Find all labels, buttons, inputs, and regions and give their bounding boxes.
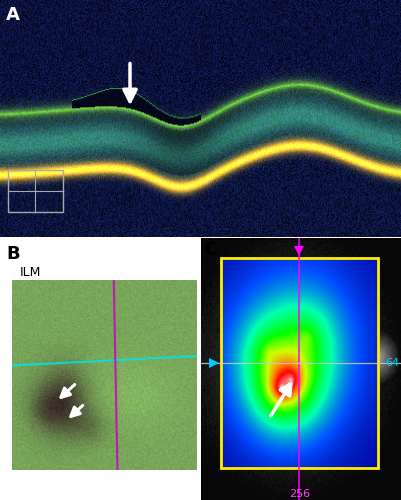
Text: ILM: ILM xyxy=(20,266,41,280)
Text: A: A xyxy=(6,6,20,24)
Text: 64: 64 xyxy=(384,358,398,368)
Text: C: C xyxy=(203,241,217,259)
Bar xyxy=(8,170,63,212)
Text: 256: 256 xyxy=(288,489,309,499)
Text: B: B xyxy=(6,246,20,264)
Bar xyxy=(221,258,377,468)
